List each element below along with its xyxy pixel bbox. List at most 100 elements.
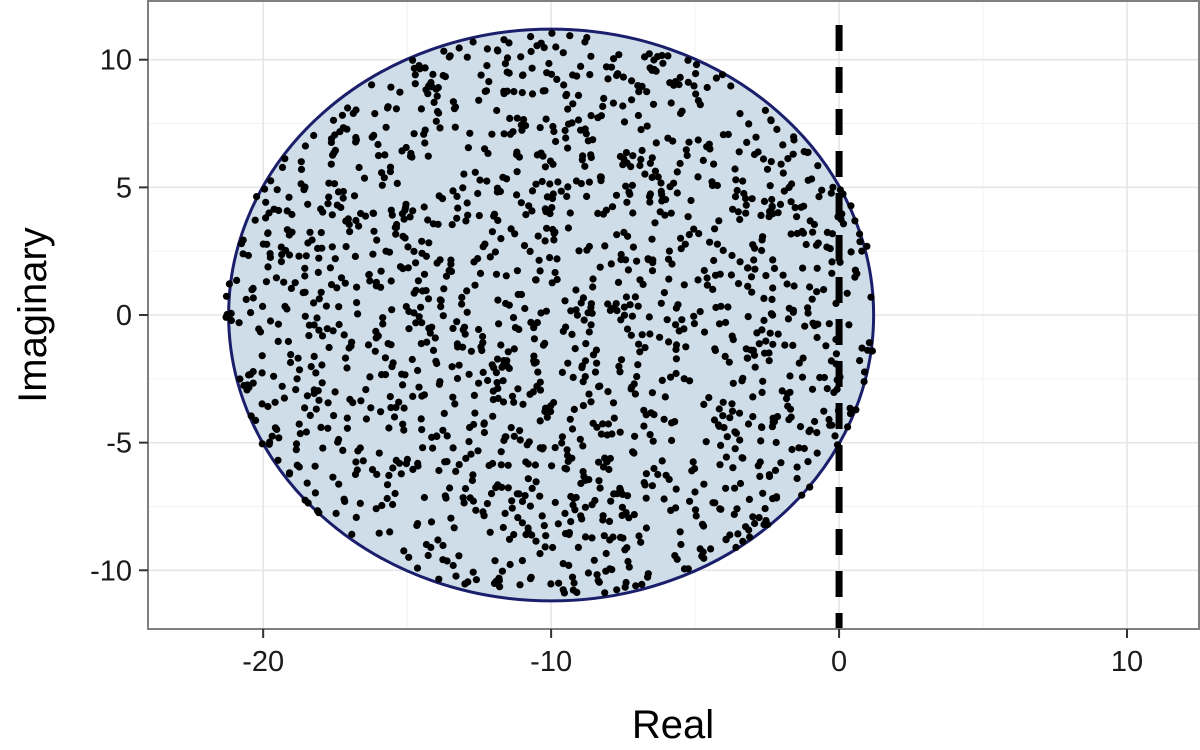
data-point [644, 570, 652, 578]
data-point [435, 466, 443, 475]
data-point [676, 528, 684, 536]
data-point [464, 144, 472, 152]
data-point [766, 329, 774, 337]
data-point [295, 252, 303, 260]
data-point [777, 459, 785, 467]
data-point [626, 301, 634, 309]
data-point [551, 268, 559, 277]
data-point [552, 137, 560, 146]
data-point [462, 454, 470, 462]
data-point [677, 540, 685, 549]
data-point [696, 101, 704, 109]
data-point [863, 242, 871, 250]
data-point [571, 345, 579, 353]
data-point [476, 269, 485, 277]
data-point [442, 272, 451, 280]
data-point [640, 422, 648, 430]
data-point [613, 307, 621, 315]
data-point [699, 156, 707, 164]
data-point [249, 379, 257, 387]
data-point [667, 506, 675, 514]
data-point [467, 450, 475, 458]
data-point [396, 263, 405, 271]
data-point [643, 88, 651, 96]
data-point [315, 326, 323, 334]
data-point [378, 181, 386, 189]
data-point [584, 569, 593, 577]
data-point [429, 346, 438, 354]
data-point [482, 87, 491, 95]
data-point [635, 532, 643, 540]
data-point [660, 289, 669, 297]
data-point [278, 382, 286, 390]
data-point [552, 43, 560, 51]
data-point [324, 200, 332, 208]
data-point [634, 82, 642, 90]
data-point [414, 366, 422, 375]
data-point [626, 190, 634, 198]
data-point [623, 544, 631, 552]
data-point [510, 398, 518, 406]
data-point [725, 358, 733, 366]
data-point [499, 523, 507, 532]
data-point [630, 449, 638, 457]
data-point [614, 70, 622, 78]
data-point [467, 347, 475, 355]
data-point [856, 238, 864, 246]
data-point [633, 373, 641, 381]
data-point [508, 497, 516, 505]
data-point [505, 39, 513, 47]
data-point [694, 136, 702, 144]
data-point [731, 484, 739, 492]
data-point [263, 240, 271, 248]
data-point [727, 82, 735, 90]
data-point [634, 302, 642, 310]
data-point [813, 333, 821, 342]
data-point [756, 458, 764, 466]
data-point [589, 283, 597, 291]
data-point [728, 251, 736, 260]
data-point [352, 458, 360, 466]
data-point [609, 99, 618, 107]
data-point [619, 161, 627, 169]
data-point [387, 83, 395, 91]
data-point [256, 328, 265, 336]
data-point [382, 247, 390, 255]
data-point [554, 520, 562, 528]
data-point [429, 70, 437, 78]
data-point [412, 319, 420, 327]
data-point [537, 309, 545, 317]
data-point [375, 449, 383, 457]
data-point [460, 170, 468, 178]
data-point [335, 480, 343, 488]
data-point [225, 280, 233, 288]
data-point [366, 373, 374, 381]
data-point [506, 114, 514, 122]
data-point [324, 424, 332, 432]
data-point [285, 470, 294, 478]
data-point [804, 458, 812, 466]
data-point [510, 432, 518, 440]
data-point [797, 203, 805, 211]
data-point [736, 479, 745, 488]
data-point [533, 319, 542, 327]
data-point [658, 191, 666, 199]
data-point [728, 400, 736, 408]
data-point [710, 160, 718, 168]
data-point [287, 284, 295, 292]
data-point [515, 490, 523, 498]
data-point [572, 493, 580, 502]
data-point [538, 445, 547, 453]
data-point [491, 557, 499, 565]
data-point [744, 313, 752, 321]
data-point [483, 45, 491, 53]
data-point [532, 537, 540, 545]
data-point [577, 180, 585, 188]
data-point [315, 254, 323, 262]
data-point [631, 432, 639, 440]
data-point [573, 72, 581, 80]
data-point [463, 308, 471, 316]
y-tick-label: -5 [106, 428, 132, 460]
data-point [851, 217, 859, 225]
data-point [417, 415, 425, 423]
